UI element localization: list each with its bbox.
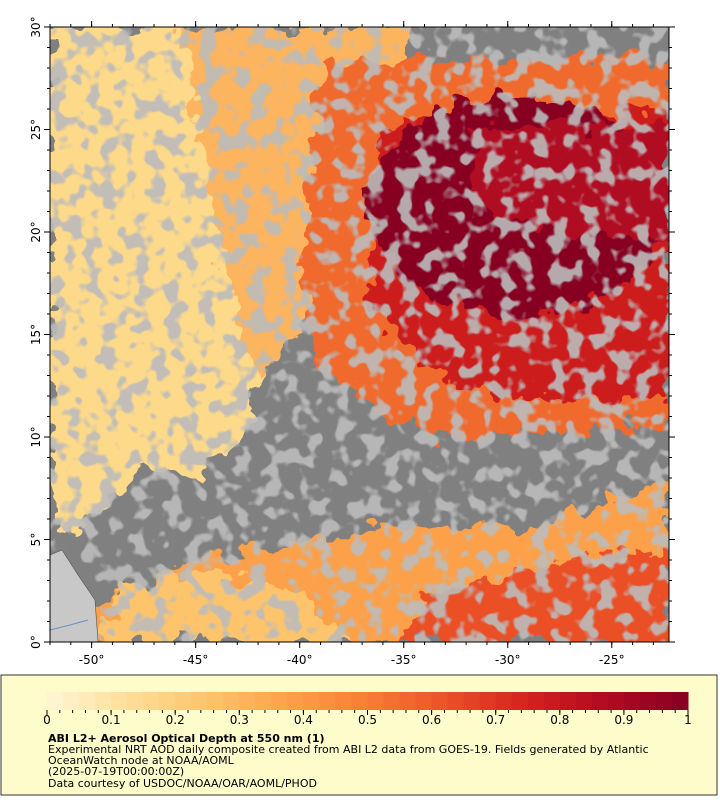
colorbar-cell — [79, 692, 96, 710]
y-tick-label: 25° — [29, 119, 43, 140]
colorbar-tick-label: 0.2 — [166, 713, 185, 727]
x-tick-label: -40° — [287, 653, 313, 667]
colorbar-cell — [383, 692, 401, 710]
x-tick-label: -50° — [79, 653, 105, 667]
colorbar-tick-label: 0 — [43, 713, 51, 727]
colorbar-cell — [639, 692, 657, 710]
colorbar-cell — [127, 692, 144, 710]
colorbar-cell — [511, 692, 529, 710]
colorbar-tick-label: 0.4 — [294, 713, 313, 727]
map-image — [50, 27, 669, 642]
colorbar-cell — [319, 692, 336, 710]
colorbar-cell — [111, 692, 128, 710]
caption-line: OceanWatch node at NOAA/AOML — [48, 754, 235, 767]
colorbar-cell — [143, 692, 160, 710]
colorbar-cell — [463, 692, 481, 710]
colorbar-cell — [495, 692, 513, 710]
colorbar-tick-label: 0.1 — [102, 713, 121, 727]
y-tick-label: 0° — [29, 635, 43, 649]
caption-line: Experimental NRT AOD daily composite cre… — [48, 743, 649, 756]
caption-line: Data courtesy of USDOC/NOAA/OAR/AOML/PHO… — [48, 777, 317, 790]
colorbar-cell — [607, 692, 625, 710]
colorbar-cell — [559, 692, 577, 710]
colorbar-cell — [367, 692, 385, 710]
colorbar-cell — [159, 692, 176, 710]
colorbar-cell — [655, 692, 673, 710]
x-tick-label: -30° — [495, 653, 521, 667]
colorbar-cell — [447, 692, 465, 710]
colorbar-cell — [575, 692, 593, 710]
colorbar-tick-label: 0.6 — [422, 713, 441, 727]
colorbar-cell — [623, 692, 641, 710]
y-tick-label: 15° — [29, 324, 43, 345]
y-tick-label: 20° — [29, 221, 43, 242]
colorbar-cell — [527, 692, 545, 710]
colorbar-cell — [351, 692, 368, 710]
caption-line: (2025-07-19T00:00:00Z) — [48, 765, 184, 778]
colorbar-tick-label: 0.3 — [230, 713, 249, 727]
colorbar-cell — [479, 692, 497, 710]
y-tick-label: 5° — [29, 533, 43, 547]
colorbar-cell — [543, 692, 561, 710]
colorbar-cell — [431, 692, 449, 710]
x-tick-label: -45° — [183, 653, 209, 667]
colorbar-cell — [591, 692, 609, 710]
colorbar-tick-label: 0.5 — [358, 713, 377, 727]
y-tick-label: 30° — [29, 16, 43, 37]
colorbar-cell — [95, 692, 112, 710]
colorbar-cell — [415, 692, 433, 710]
colorbar-tick-label: 0.7 — [486, 713, 505, 727]
colorbar-cell — [239, 692, 256, 710]
colorbar-tick-label: 0.8 — [550, 713, 569, 727]
colorbar-cell — [287, 692, 304, 710]
colorbar-tick-label: 1 — [684, 713, 692, 727]
colorbar: 0 0.1 0.2 0.3 0.4 0.5 0.6 0.7 0.8 0.9 1 — [43, 692, 692, 727]
caption-title: ABI L2+ Aerosol Optical Depth at 550 nm … — [48, 732, 325, 745]
colorbar-cell — [47, 692, 64, 710]
colorbar-cell — [671, 692, 689, 710]
colorbar-cell — [335, 692, 352, 710]
colorbar-cell — [255, 692, 272, 710]
y-tick-label: 10° — [29, 426, 43, 447]
colorbar-cell — [271, 692, 288, 710]
colorbar-cell — [175, 692, 192, 710]
colorbar-cell — [303, 692, 320, 710]
colorbar-cell — [207, 692, 224, 710]
colorbar-cell — [191, 692, 208, 710]
x-tick-label: -35° — [391, 653, 417, 667]
colorbar-cell — [399, 692, 417, 710]
x-tick-label: -25° — [599, 653, 625, 667]
colorbar-cell — [223, 692, 240, 710]
colorbar-tick-label: 0.9 — [614, 713, 633, 727]
colorbar-cell — [63, 692, 80, 710]
